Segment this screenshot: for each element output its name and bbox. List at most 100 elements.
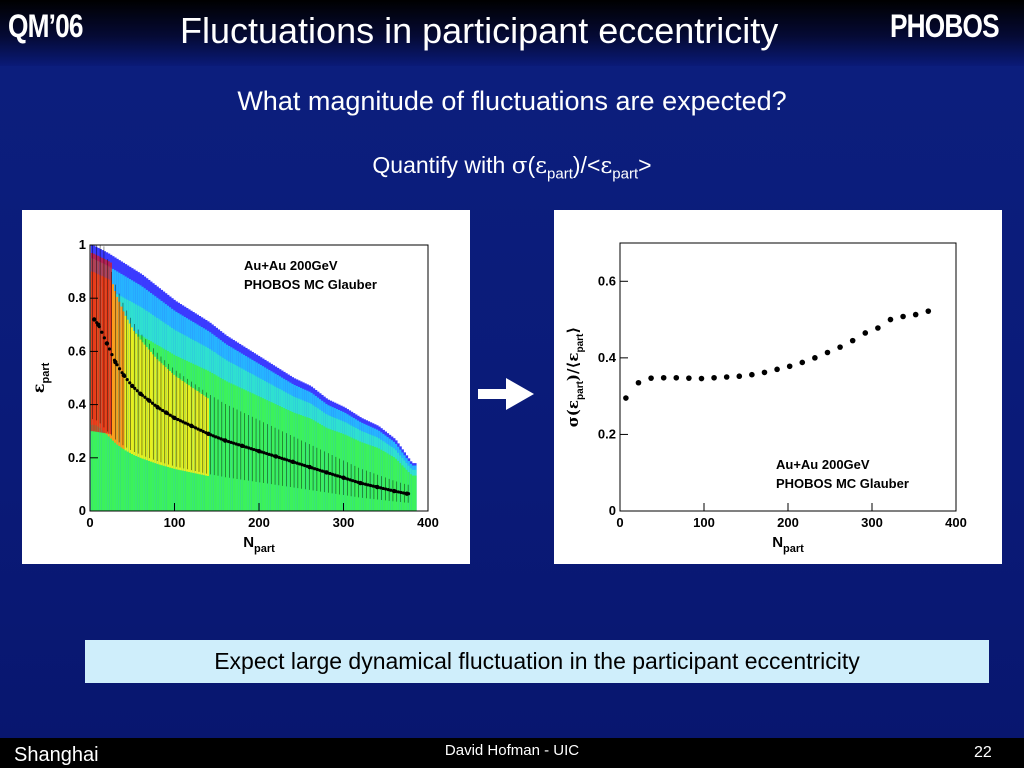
mean-point [356,480,360,484]
mean-point [303,463,307,468]
y-axis-label-end: ⟩ [564,327,582,334]
mean-point [138,391,142,395]
mean-point [201,429,205,434]
mean-point [358,481,362,485]
density-cell [259,397,263,511]
density-cell [350,437,354,511]
chart-annotation: Au+Au 200GeV [244,258,338,273]
density-cell [365,443,368,511]
mean-point [396,490,401,494]
density-core-cell [194,389,197,474]
density-cell [376,447,379,511]
mean-point [363,482,368,486]
mean-point [346,477,350,481]
mean-point [92,317,96,322]
mean-point [229,440,233,444]
y-tick-label: 0.8 [68,290,86,305]
density-cell [217,376,221,511]
y-axis-label-sub-2: part [575,333,586,353]
mean-point [313,467,317,471]
data-point [711,374,717,381]
mean-point [216,436,221,440]
density-cell [234,385,238,511]
mean-point [194,426,198,430]
data-point [875,325,881,331]
mean-point [371,484,375,488]
mean-point [107,347,112,351]
density-core-cell [143,344,147,460]
density-cell [318,423,322,511]
quantify-prefix: Quantify with [372,152,512,178]
mean-point [361,482,365,486]
y-tick-label: 0 [609,503,616,518]
density-cell [308,418,311,511]
density-cell [257,396,261,511]
density-cell [397,460,400,511]
data-point [912,311,919,318]
mean-point [401,491,406,495]
mean-point [221,438,226,442]
mean-point [277,455,281,460]
mean-point [265,451,269,456]
mean-profile [92,317,411,496]
density-peak-cell [101,257,104,433]
mean-point [280,456,284,460]
density-cell [316,422,320,511]
mean-point [267,452,271,456]
density-peak-cell [103,259,107,434]
density-peak-cell [105,260,109,434]
density-core-cell [164,367,168,467]
density-cell [386,453,390,511]
mean-point [325,471,330,475]
density-cell [405,469,409,511]
density-cell [340,433,343,511]
mean-point [404,491,408,496]
density-cell [226,381,229,511]
density-cell [331,430,335,511]
mean-point [379,486,383,490]
x-tick-label: 0 [86,515,93,530]
conclusion-box: Expect large dynamical fluctuation in th… [85,640,989,683]
density-cell [325,427,328,511]
density-cell [371,446,375,511]
density-cell [211,372,214,511]
density-cell [392,457,396,511]
density-cell [409,474,413,511]
mean-point [234,442,238,446]
data-point [862,330,869,336]
title-bar: QM’06 Fluctuations in participant eccent… [0,0,1024,66]
density-cell [384,452,387,511]
density-core-cell [179,379,183,471]
density-cell [359,441,362,511]
density-cell [333,430,337,511]
mean-point [330,472,335,476]
density-core-cell [145,347,149,461]
y-axis-label-sub: part [575,380,586,400]
density-cell [388,454,392,511]
x-tick-label: 300 [333,515,355,530]
ratio-symbol: )/< [572,152,601,178]
mean-point [166,412,170,416]
mean-point [305,464,309,468]
density-core-cell [173,374,176,469]
mean-point [259,450,264,454]
mean-point [130,384,134,388]
mean-point [389,488,393,492]
mean-point [292,460,297,464]
mean-point [386,488,390,492]
mean-point [161,408,165,413]
mean-point [297,462,302,466]
density-core-cell [196,391,199,474]
mean-point [156,405,160,409]
data-point [824,349,831,356]
density-cell [215,375,218,511]
density-cell [363,443,366,511]
density-cell [299,415,303,511]
part-subscript-2: part [612,165,639,183]
mean-point [295,461,299,465]
mean-point [100,330,104,334]
density-core-cell [169,370,172,468]
mean-point [145,397,150,401]
mean-point [110,352,114,357]
density-cell [264,399,267,511]
